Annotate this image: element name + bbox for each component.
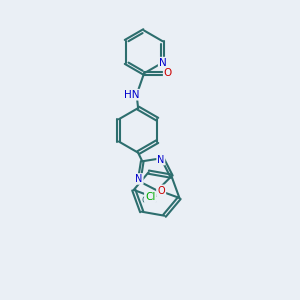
Text: O: O — [158, 185, 165, 196]
Text: HN: HN — [124, 90, 140, 100]
Text: Cl: Cl — [145, 192, 155, 202]
Text: N: N — [159, 58, 167, 68]
Text: O: O — [164, 68, 172, 78]
Text: N: N — [157, 154, 164, 165]
Text: O: O — [157, 185, 164, 196]
Text: CH₃: CH₃ — [141, 196, 157, 206]
Text: N: N — [135, 174, 143, 184]
